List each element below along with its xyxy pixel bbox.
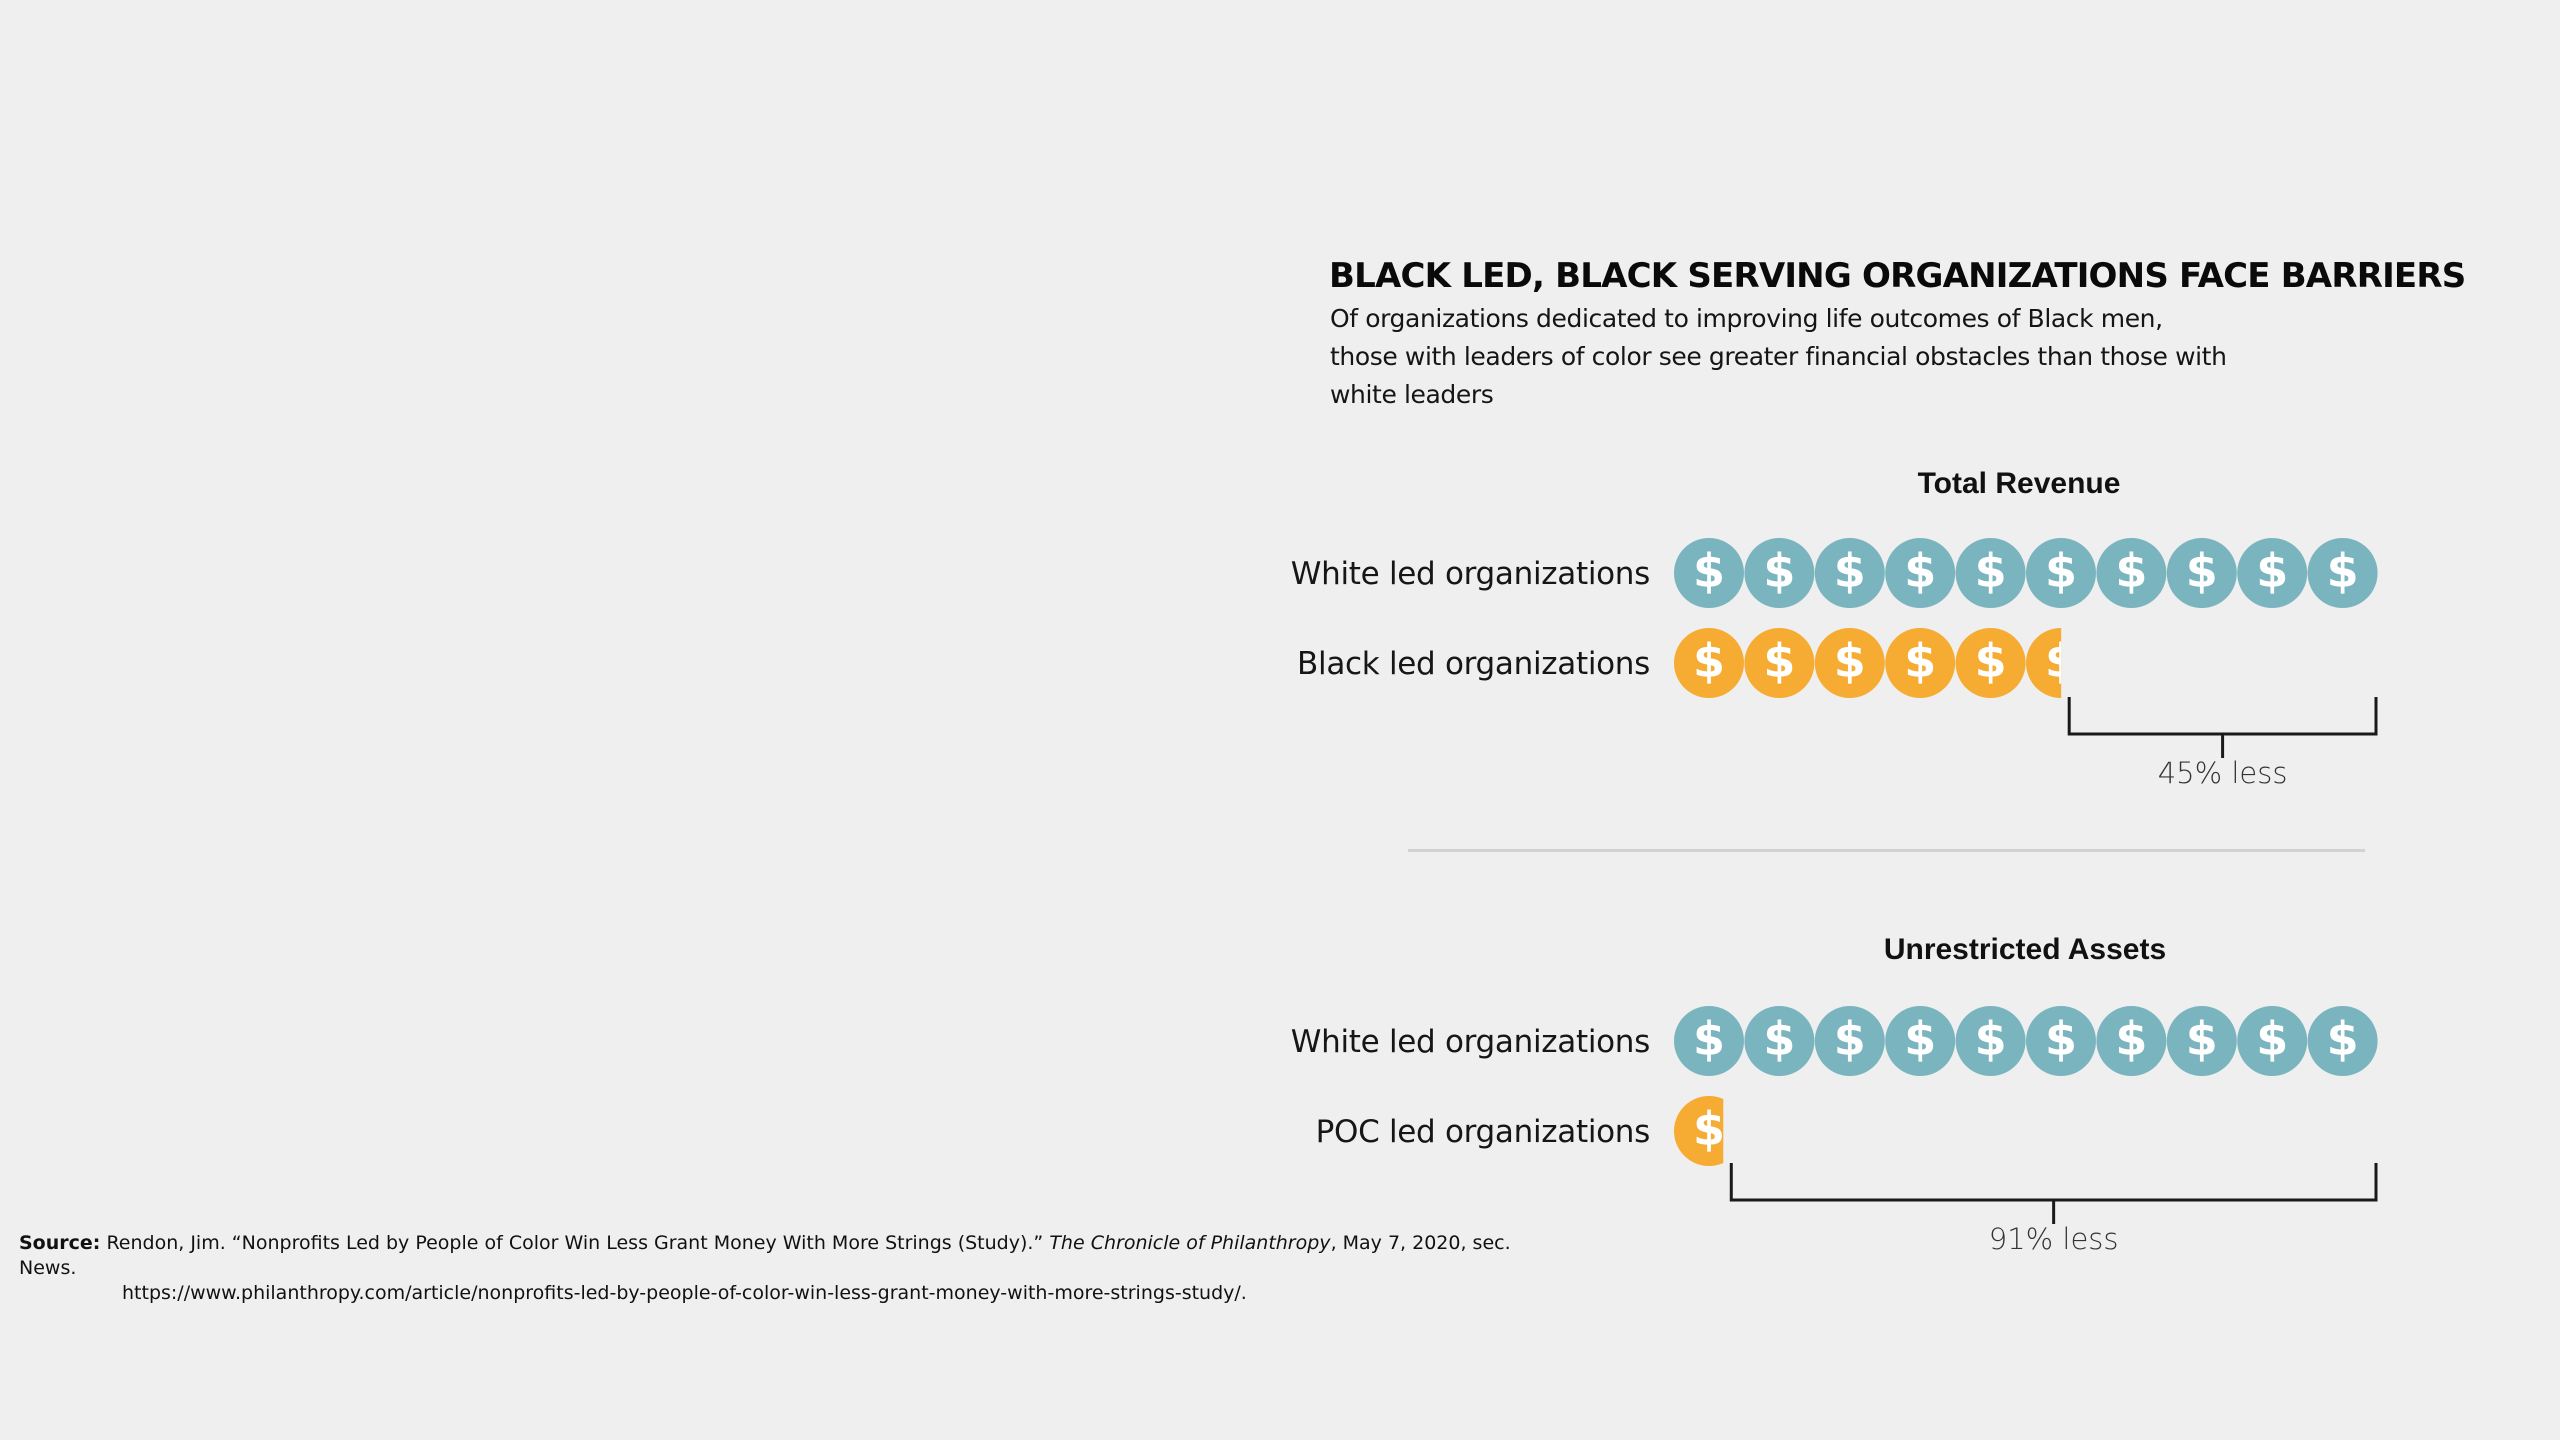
coin-row-black-led-revenue: $ $ $ $ $ $ [1674, 626, 2062, 700]
svg-text:$: $ [1763, 544, 1795, 598]
dollar-coin-icon: $ [2237, 538, 2308, 608]
dollar-coin-icon: $ [2166, 1006, 2237, 1076]
dollar-coin-icon: $ [2307, 1006, 2378, 1076]
dollar-coin-icon: $ [2026, 538, 2096, 608]
coin-row-white-led-revenue: $ $ $ $ $ $ $ $ $ $ [1674, 536, 2378, 610]
gap-bracket-line [2067, 697, 2378, 758]
coin-row-poc-led-assets: $ [1674, 1094, 1724, 1168]
dollar-coin-icon: $ [2096, 538, 2167, 608]
dollar-coin-icon: $ [1814, 628, 1885, 698]
row-label-white-led-revenue: White led organizations [1290, 556, 1651, 592]
svg-text:$: $ [1693, 544, 1725, 598]
svg-text:$: $ [2045, 1012, 2077, 1066]
section-divider [1408, 849, 2365, 852]
coin-bar-black-led-organizations: $ $ $ $ $ $ [1674, 628, 2062, 698]
dollar-coin-icon: $ [1744, 538, 1815, 608]
chart-subtitle: Of organizations dedicated to improving … [1330, 304, 2227, 409]
dollar-coin-icon: $ [1885, 538, 1956, 608]
dollar-coin-icon: $ [1744, 628, 1815, 698]
panel-title-unrestricted-assets: Unrestricted Assets [1883, 933, 2167, 966]
coin-bar-white-led-organizations: $ $ $ $ $ $ $ $ $ $ [1674, 538, 2378, 608]
chart-title: BLACK LED, BLACK SERVING ORGANIZATIONS F… [1329, 256, 2466, 296]
row-label-black-led-revenue: Black led organizations [1297, 646, 1650, 682]
row-label-poc-led-assets: POC led organizations [1315, 1114, 1651, 1150]
svg-text:$: $ [1975, 544, 2007, 598]
svg-text:$: $ [2327, 544, 2359, 598]
source-date: , May 7, 2020, sec. News. [19, 1232, 1511, 1279]
gap-bracket-line [1729, 1163, 2378, 1224]
dollar-coin-icon: $ [1955, 1006, 2026, 1076]
source-publication: The Chronicle of Philanthropy [1049, 1232, 1331, 1254]
svg-text:$: $ [1904, 544, 1936, 598]
source-label: Source: [19, 1232, 101, 1254]
svg-text:$: $ [1693, 1012, 1725, 1066]
dollar-coin-icon: $ [2026, 1006, 2096, 1076]
svg-text:$: $ [1834, 544, 1866, 598]
svg-text:$: $ [1904, 1012, 1936, 1066]
dollar-coin-icon: $ [1744, 1006, 1815, 1076]
svg-text:$: $ [2045, 634, 2077, 688]
dollar-coin-icon: $ [1674, 628, 1744, 698]
dollar-coin-icon: $ [2026, 628, 2077, 698]
svg-text:$: $ [2186, 1012, 2218, 1066]
dollar-coin-icon: $ [2096, 1006, 2167, 1076]
svg-text:$: $ [1834, 634, 1866, 688]
dollar-coin-icon: $ [1885, 628, 1956, 698]
gap-label-revenue: 45% less [2157, 756, 2288, 790]
dollar-coin-icon: $ [1674, 538, 1744, 608]
source-citation: Source: Rendon, Jim. “Nonprofits Led by … [19, 1231, 1519, 1306]
source-url: https://www.philanthropy.com/article/non… [122, 1282, 1247, 1304]
source-text: Rendon, Jim. “Nonprofits Led by People o… [106, 1232, 1044, 1254]
svg-text:$: $ [1693, 1102, 1725, 1156]
svg-text:$: $ [2256, 544, 2288, 598]
dollar-coin-icon: $ [2237, 1006, 2308, 1076]
coin-bar-white-led-organizations: $ $ $ $ $ $ $ $ $ $ [1674, 1006, 2378, 1076]
dollar-coin-icon: $ [1955, 628, 2026, 698]
gap-label-assets: 91% less [1988, 1222, 2119, 1256]
svg-text:$: $ [1834, 1012, 1866, 1066]
row-label-white-led-assets: White led organizations [1290, 1024, 1651, 1060]
svg-text:$: $ [1904, 634, 1936, 688]
dollar-coin-icon: $ [1955, 538, 2026, 608]
dollar-coin-icon: $ [2166, 538, 2237, 608]
svg-text:$: $ [2186, 544, 2218, 598]
dollar-coin-icon: $ [2307, 538, 2378, 608]
svg-text:$: $ [2256, 1012, 2288, 1066]
dollar-coin-icon: $ [1885, 1006, 1956, 1076]
svg-text:$: $ [1975, 1012, 2007, 1066]
svg-text:$: $ [2045, 544, 2077, 598]
svg-text:$: $ [2327, 1012, 2359, 1066]
dollar-coin-icon: $ [1814, 1006, 1885, 1076]
svg-text:$: $ [1763, 1012, 1795, 1066]
dollar-coin-icon: $ [1674, 1096, 1725, 1166]
dollar-coin-icon: $ [1674, 1006, 1744, 1076]
svg-text:$: $ [2115, 1012, 2147, 1066]
coin-row-white-led-assets: $ $ $ $ $ $ $ $ $ $ [1674, 1004, 2378, 1078]
dollar-coin-icon: $ [1814, 538, 1885, 608]
svg-text:$: $ [1693, 634, 1725, 688]
svg-text:$: $ [2115, 544, 2147, 598]
svg-text:$: $ [1975, 634, 2007, 688]
coin-bar-poc-led-organizations: $ [1674, 1096, 1724, 1166]
svg-text:$: $ [1763, 634, 1795, 688]
panel-title-total-revenue: Total Revenue [1917, 467, 2121, 500]
